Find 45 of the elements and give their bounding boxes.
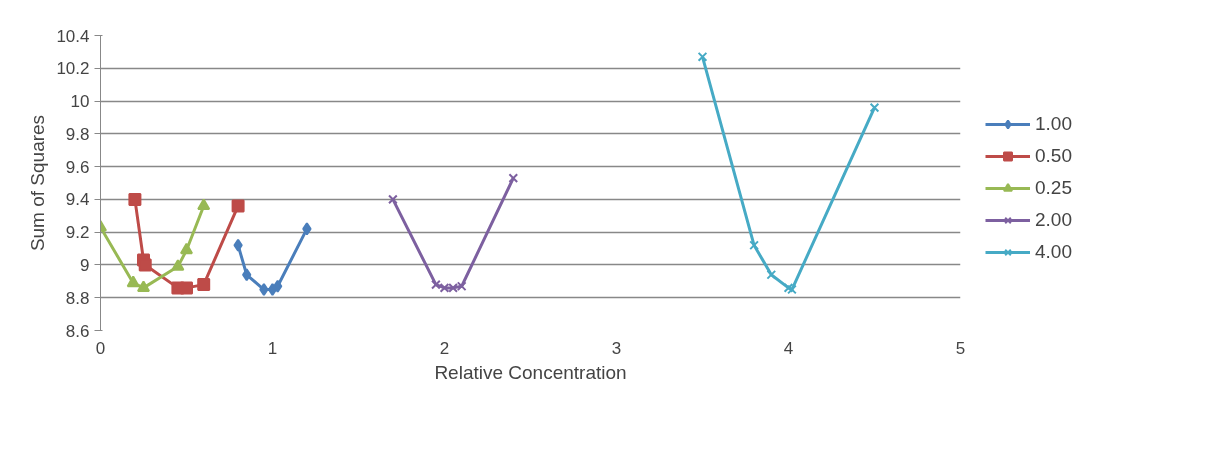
y-tick-label: 10.4 bbox=[56, 26, 90, 46]
y-tick-label: 8.8 bbox=[65, 288, 90, 308]
y-tick-label: 9.2 bbox=[65, 223, 90, 243]
y-tick-label: 9.4 bbox=[65, 190, 90, 210]
point bbox=[197, 198, 211, 211]
x-tick-label: 2 bbox=[439, 338, 450, 358]
y-tick-label: 8.6 bbox=[65, 321, 90, 341]
point bbox=[388, 194, 398, 205]
point bbox=[508, 173, 519, 183]
x-tick-label: 1 bbox=[267, 338, 278, 358]
y-tick-label: 9.6 bbox=[65, 157, 90, 177]
point bbox=[766, 269, 777, 280]
point bbox=[787, 284, 797, 295]
x-tick-label: 3 bbox=[611, 338, 622, 358]
legend-label: 0.50 bbox=[1035, 144, 1072, 167]
point bbox=[138, 258, 152, 272]
point bbox=[128, 192, 142, 206]
y-tick-label: 9 bbox=[80, 255, 90, 275]
legend-label: 4.00 bbox=[1035, 240, 1072, 263]
point bbox=[231, 199, 245, 213]
point bbox=[180, 281, 193, 295]
point bbox=[180, 242, 193, 255]
point bbox=[259, 283, 269, 297]
y-tick-label: 10 bbox=[70, 92, 90, 112]
point bbox=[233, 238, 243, 252]
point bbox=[126, 275, 140, 288]
point bbox=[749, 240, 759, 251]
point bbox=[242, 268, 252, 282]
y-tick-label: 10.2 bbox=[56, 59, 90, 79]
point bbox=[171, 259, 185, 271]
point bbox=[197, 278, 211, 292]
x-axis-title: Relative Concentration bbox=[434, 361, 627, 383]
point bbox=[137, 280, 150, 293]
point bbox=[302, 222, 312, 236]
legend-label: 1.00 bbox=[1035, 112, 1072, 135]
y-axis-title: Sum of Squares bbox=[27, 114, 49, 252]
legend-label: 0.25 bbox=[1035, 176, 1072, 199]
legend-label: 2.00 bbox=[1035, 208, 1072, 231]
x-tick-label: 4 bbox=[783, 338, 794, 358]
x-tick-label: 5 bbox=[955, 338, 966, 358]
point bbox=[272, 279, 283, 293]
point bbox=[869, 102, 880, 113]
point bbox=[697, 51, 708, 62]
x-tick-label: 0 bbox=[95, 338, 106, 358]
y-tick-label: 9.8 bbox=[65, 124, 90, 144]
